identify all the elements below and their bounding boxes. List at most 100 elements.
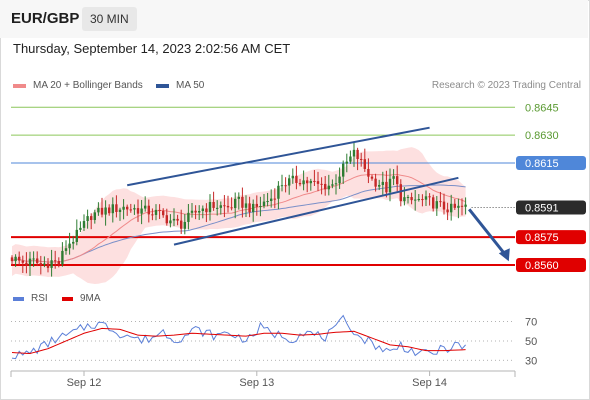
- candle-body: [280, 185, 284, 187]
- candle-body: [460, 205, 464, 207]
- legend-9ma-label: 9MA: [80, 293, 101, 304]
- rsi-swatch: [13, 296, 24, 301]
- candle-body: [115, 204, 118, 212]
- candle-body: [392, 176, 395, 179]
- ma50-swatch: [156, 83, 169, 88]
- candle-body: [136, 208, 140, 214]
- x-tick-label: Sep 12: [67, 377, 102, 389]
- candle-body: [144, 205, 147, 209]
- candle-body: [273, 198, 276, 200]
- candle-body: [349, 156, 352, 162]
- candle-body: [446, 209, 449, 213]
- candle-body: [108, 207, 111, 214]
- candle-body: [68, 243, 71, 249]
- candle-body: [198, 210, 201, 213]
- candle-body: [226, 205, 230, 208]
- channel-lower-line: [173, 176, 459, 246]
- forecast-arrow-shaft: [468, 208, 507, 257]
- candle-body: [54, 260, 57, 262]
- legend-ma50: MA 50: [156, 80, 204, 91]
- candle-body: [10, 257, 14, 262]
- candle-body: [450, 203, 453, 213]
- candle-body: [61, 250, 64, 265]
- candle-body: [172, 218, 176, 221]
- candle-body: [46, 263, 50, 268]
- candle-body: [100, 207, 104, 215]
- candle-body: [183, 221, 186, 229]
- candle-body: [187, 212, 190, 222]
- candle-body: [248, 203, 251, 213]
- candle-body: [410, 197, 413, 201]
- candle-body: [205, 208, 208, 213]
- candle-body: [25, 262, 28, 266]
- candle-body: [288, 178, 291, 186]
- candle-body: [403, 197, 406, 202]
- candle-body: [190, 210, 194, 213]
- candle-body: [151, 214, 154, 216]
- level-label-0.8645: 0.8645: [525, 102, 559, 114]
- candle-body: [378, 184, 381, 187]
- candle-body: [133, 208, 136, 210]
- candle-body: [57, 260, 60, 265]
- level-label-0.8630: 0.8630: [525, 130, 559, 142]
- legend-ma20: MA 20 + Bollinger Bands: [13, 80, 143, 91]
- candle-body: [453, 203, 456, 208]
- candle-body: [428, 196, 431, 198]
- candle-body: [442, 201, 446, 210]
- candle-body: [421, 199, 424, 201]
- candle-body: [457, 205, 460, 208]
- candle-body: [352, 149, 356, 157]
- candle-body: [230, 207, 233, 209]
- candle-body: [388, 178, 392, 193]
- level-badge-0.8575: [516, 230, 586, 245]
- candle-body: [374, 178, 377, 187]
- candle-body: [223, 205, 226, 207]
- candle-body: [439, 201, 442, 203]
- candle-body: [129, 209, 132, 211]
- candle-body: [97, 207, 100, 213]
- candle-body: [147, 205, 150, 215]
- candle-body: [208, 201, 212, 213]
- legend-ma50-label: MA 50: [176, 80, 205, 91]
- candle-body: [122, 206, 125, 210]
- symbol-title: EUR/GBP: [11, 10, 80, 27]
- candle-body: [414, 199, 417, 201]
- ma20-swatch: [13, 83, 26, 88]
- interval-badge[interactable]: 30 MIN: [82, 7, 137, 31]
- candle-body: [342, 163, 345, 177]
- candle-body: [216, 207, 219, 209]
- rsi-series-9MA: [11, 327, 466, 355]
- candle-body: [79, 227, 82, 230]
- candle-body: [111, 204, 114, 214]
- candle-body: [194, 210, 197, 213]
- channel-upper-line: [127, 126, 430, 187]
- candle-body: [464, 204, 467, 207]
- rsi-tick-50: 50: [525, 336, 537, 348]
- candle-body: [399, 184, 402, 202]
- candle-body: [234, 198, 237, 209]
- rsi-series-RSI: [11, 314, 466, 360]
- candle-body: [32, 258, 35, 260]
- candle-body: [154, 209, 158, 215]
- candle-body: [262, 201, 266, 207]
- legend-9ma: 9MA: [62, 293, 101, 304]
- candle-body: [72, 241, 75, 244]
- rsi-tick-70: 70: [525, 317, 537, 329]
- candle-body: [338, 176, 341, 184]
- level-badge-0.8560: [516, 258, 586, 273]
- candle-body: [180, 220, 183, 229]
- candle-body: [327, 185, 330, 190]
- candle-body: [118, 209, 122, 212]
- candle-body: [104, 207, 107, 215]
- candle-body: [50, 260, 53, 268]
- candle-body: [424, 196, 428, 200]
- candle-body: [169, 220, 172, 224]
- candle-body: [295, 175, 298, 183]
- candle-body: [270, 198, 273, 202]
- candle-body: [309, 180, 312, 184]
- chart-header: EUR/GBP 30 MIN: [0, 0, 588, 38]
- candle-body: [266, 201, 269, 203]
- candle-body: [381, 181, 384, 185]
- candle-body: [385, 181, 388, 193]
